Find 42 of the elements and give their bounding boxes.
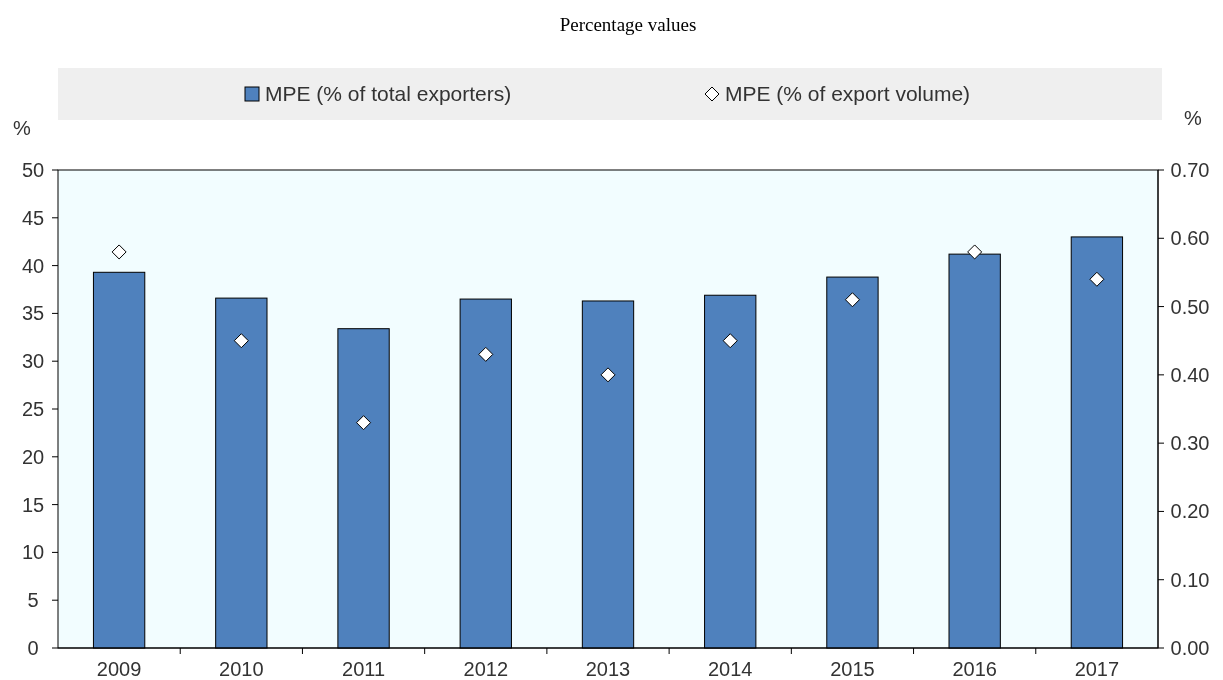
y-tick-label: 30: [21, 350, 45, 373]
y-tick-label: 10: [21, 541, 45, 564]
y-tick-label: 5: [27, 589, 39, 612]
x-tick-label: 2012: [463, 658, 509, 680]
point: [1089, 271, 1105, 287]
y2-axis-title: %: [1184, 107, 1203, 129]
y-tick-label: 0: [27, 637, 39, 659]
point: [478, 346, 494, 362]
x-tick-label: 2009: [96, 658, 142, 680]
x-tick-label: 2015: [830, 658, 875, 680]
point: [600, 367, 616, 383]
point: [233, 333, 249, 349]
y-axis-title: %: [13, 117, 32, 139]
x-tick-label: 2013: [585, 658, 631, 680]
y2-tick-label: 0.50: [1170, 295, 1210, 318]
x-tick-label: 2017: [1074, 658, 1120, 680]
y-tick-label: 35: [21, 302, 45, 325]
point: [967, 244, 983, 260]
point: [844, 292, 860, 308]
point: [722, 333, 738, 349]
y2-tick-label: 0.20: [1170, 500, 1210, 523]
y2-tick-label: 0.60: [1170, 227, 1210, 250]
chart-title: Percentage values: [559, 14, 697, 35]
y-tick-label: 40: [21, 254, 45, 277]
legend-label: MPE (% of export volume): [725, 82, 971, 105]
point: [111, 244, 127, 260]
y-tick-label: 20: [21, 445, 45, 468]
legend-label: MPE (% of total exporters): [265, 82, 512, 105]
x-tick-label: 2016: [952, 658, 997, 680]
y2-tick-label: 0.70: [1170, 159, 1210, 181]
y2-tick-label: 0.30: [1170, 432, 1210, 455]
y-tick-label: 25: [21, 398, 45, 420]
point: [356, 415, 372, 431]
y-tick-label: 45: [21, 206, 45, 229]
y-tick-label: 50: [21, 159, 45, 181]
y-tick-label: 15: [21, 493, 45, 516]
y2-tick-label: 0.00: [1170, 637, 1210, 659]
y2-tick-label: 0.10: [1170, 568, 1210, 591]
x-tick-label: 2011: [342, 658, 386, 680]
x-tick-label: 2014: [707, 658, 753, 680]
y2-tick-label: 0.40: [1170, 363, 1210, 386]
x-tick-label: 2010: [219, 658, 264, 680]
